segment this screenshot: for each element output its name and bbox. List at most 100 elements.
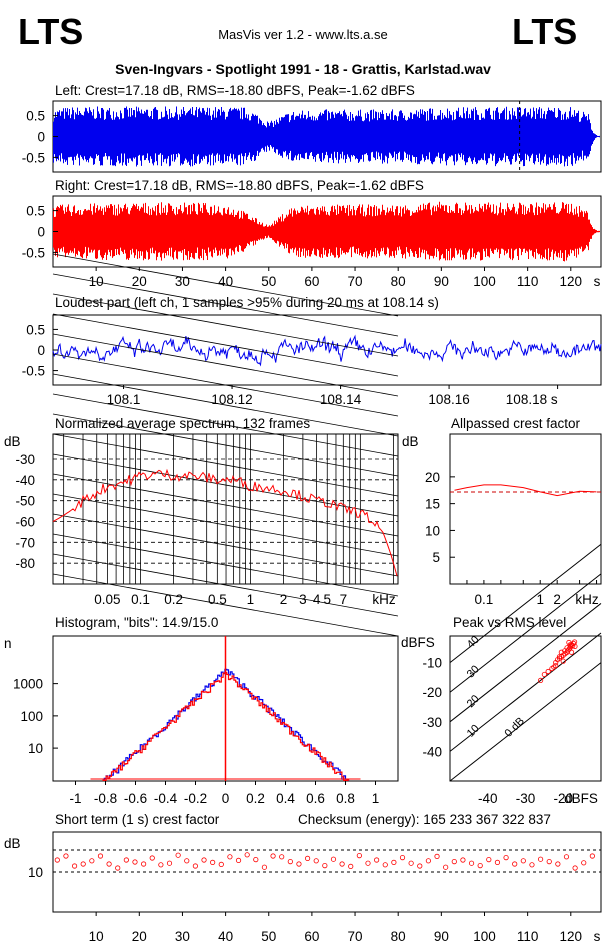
crest-short-point bbox=[408, 860, 414, 866]
app-title: MasVis ver 1.2 - www.lts.a.se bbox=[218, 27, 388, 42]
crest-short-point bbox=[563, 854, 570, 860]
allpass-ylabel: dB bbox=[402, 434, 419, 449]
spectrum-slope-line bbox=[52, 393, 399, 457]
histogram-xtick-label: 0.8 bbox=[336, 791, 355, 806]
histogram-xtick-label: -0.2 bbox=[184, 791, 207, 806]
peak-rms-xtick-label: -40 bbox=[478, 791, 498, 806]
right-ytick-label: -0.5 bbox=[22, 245, 45, 260]
peak-rms-ylabel: dBFS bbox=[401, 635, 435, 650]
spectrum-xtick-label: 0.2 bbox=[164, 592, 183, 607]
right-xtick-label: 100 bbox=[473, 274, 496, 289]
crest-short-xtick-label: 50 bbox=[261, 929, 276, 944]
allpass-xtick-label: 1 bbox=[536, 592, 544, 607]
loudest-xtick-label: 108.14 bbox=[320, 392, 362, 407]
loudest-xtick-label: 108.1 bbox=[107, 392, 141, 407]
peak-rms-ytick-label: -10 bbox=[422, 656, 442, 671]
peak-rms-crest-label: 0 dB bbox=[502, 715, 526, 739]
crest-short-ytick-label: 10 bbox=[28, 865, 43, 880]
crest-short-point bbox=[434, 853, 440, 860]
file-title: Sven-Ingvars - Spotlight 1991 - 18 - Gra… bbox=[115, 61, 491, 77]
left-ytick-label: 0.5 bbox=[26, 109, 45, 124]
histogram-xtick-label: 0.2 bbox=[246, 791, 265, 806]
crest-short-xtick-label: 120 bbox=[560, 929, 583, 944]
spectrum-ylabel: dB bbox=[4, 434, 21, 449]
peak-rms-crest-line bbox=[449, 662, 602, 782]
spectrum-xtick-label: 4 bbox=[313, 592, 321, 607]
crest-short-point bbox=[399, 854, 406, 861]
crest-short-xunit-label: s bbox=[594, 929, 601, 944]
crest-short-xtick-label: 80 bbox=[391, 929, 406, 944]
crest-short-point bbox=[244, 852, 250, 858]
allpass-xunit-label: kHz bbox=[575, 592, 598, 607]
plots-layer: 0.50-0.50.50-0.5102030405060708090100110… bbox=[13, 100, 602, 944]
spectrum-slope-line bbox=[52, 513, 399, 577]
spectrum-slope-line bbox=[52, 533, 399, 597]
spectrum-slope-line bbox=[52, 433, 399, 497]
crest-short-point bbox=[158, 862, 164, 868]
histogram-xtick-label: -0.6 bbox=[124, 791, 147, 806]
left-ytick-label: 0 bbox=[37, 130, 45, 145]
peak-rms-point bbox=[541, 671, 547, 678]
crest-short-point bbox=[339, 861, 345, 867]
peak-rms-point bbox=[537, 677, 544, 683]
spectrum-xtick-label: 0.05 bbox=[94, 592, 120, 607]
crest-short-xtick-label: 110 bbox=[517, 929, 539, 944]
loudest-xtick-label: 108.12 bbox=[211, 392, 252, 407]
crest-short-point bbox=[451, 858, 457, 865]
histogram-xtick-label: -0.4 bbox=[154, 791, 178, 806]
peak-rms-ytick-label: -30 bbox=[422, 715, 442, 730]
crest-short-point bbox=[71, 863, 78, 869]
spectrum-xtick-label: 5 bbox=[324, 592, 332, 607]
crest-short-point bbox=[546, 858, 552, 865]
histogram-ytick-label: 1000 bbox=[13, 677, 43, 692]
crest-short-point bbox=[443, 864, 449, 870]
right-ytick-label: 0 bbox=[37, 225, 45, 240]
right-xtick-label: 80 bbox=[391, 274, 406, 289]
crest-short-point bbox=[192, 863, 198, 869]
peak-rms-crest-label: 30 bbox=[465, 663, 482, 680]
peak-rms-point bbox=[572, 643, 578, 649]
left-wave-title: Left: Crest=17.18 dB, RMS=-18.80 dBFS, P… bbox=[55, 83, 415, 98]
histogram-xtick-label: 0.4 bbox=[276, 791, 295, 806]
spectrum-slope-line bbox=[52, 293, 399, 357]
right-xtick-label: 60 bbox=[304, 274, 319, 289]
loudest-xtick-label: 108.16 bbox=[428, 392, 469, 407]
crest-short-point bbox=[503, 854, 509, 861]
crest-short-point bbox=[149, 855, 155, 861]
crest-short-point bbox=[477, 862, 483, 869]
crest-short-point bbox=[227, 854, 233, 860]
spectrum-ytick-label: -50 bbox=[15, 494, 35, 509]
histogram-ylabel: n bbox=[4, 636, 12, 651]
crest-short-point bbox=[54, 857, 60, 863]
crest-short-point bbox=[287, 858, 293, 865]
peak-rms-crest-line bbox=[449, 573, 602, 693]
crest-short-point bbox=[141, 861, 147, 867]
crest-short-point bbox=[330, 856, 337, 862]
peak-rms-point bbox=[558, 649, 564, 655]
crest-short-point bbox=[106, 861, 112, 867]
peak-rms-point bbox=[567, 642, 573, 648]
spectrum-slope-line bbox=[52, 413, 399, 477]
crest-short-point bbox=[425, 858, 432, 864]
crest-short-point bbox=[322, 862, 328, 869]
histogram-xtick-label: 0.6 bbox=[306, 791, 325, 806]
loudest-ytick-label: 0.5 bbox=[26, 322, 45, 337]
spectrum-slope-line bbox=[52, 313, 399, 377]
spectrum-ytick-label: -80 bbox=[15, 556, 35, 571]
logo-right: LTS bbox=[512, 11, 577, 52]
allpass-line bbox=[454, 484, 597, 497]
peak-rms-point bbox=[553, 662, 559, 669]
right-xtick-label: 50 bbox=[261, 274, 276, 289]
crest-short-ylabel: dB bbox=[4, 836, 21, 851]
crest-short-xtick-label: 90 bbox=[434, 929, 449, 944]
right-xtick-label: 70 bbox=[348, 274, 363, 289]
crest-short-point bbox=[494, 859, 501, 866]
spectrum-slope-line bbox=[52, 373, 399, 437]
crest-short-point bbox=[235, 857, 242, 864]
peak-rms-crest-line bbox=[449, 603, 602, 723]
crest-short-point bbox=[374, 857, 380, 863]
histogram-title: Histogram, "bits": 14.9/15.0 bbox=[55, 615, 218, 630]
peak-rms-crest-label: 10 bbox=[465, 723, 482, 740]
crest-short-point bbox=[63, 853, 69, 859]
crest-short-point bbox=[304, 855, 311, 862]
